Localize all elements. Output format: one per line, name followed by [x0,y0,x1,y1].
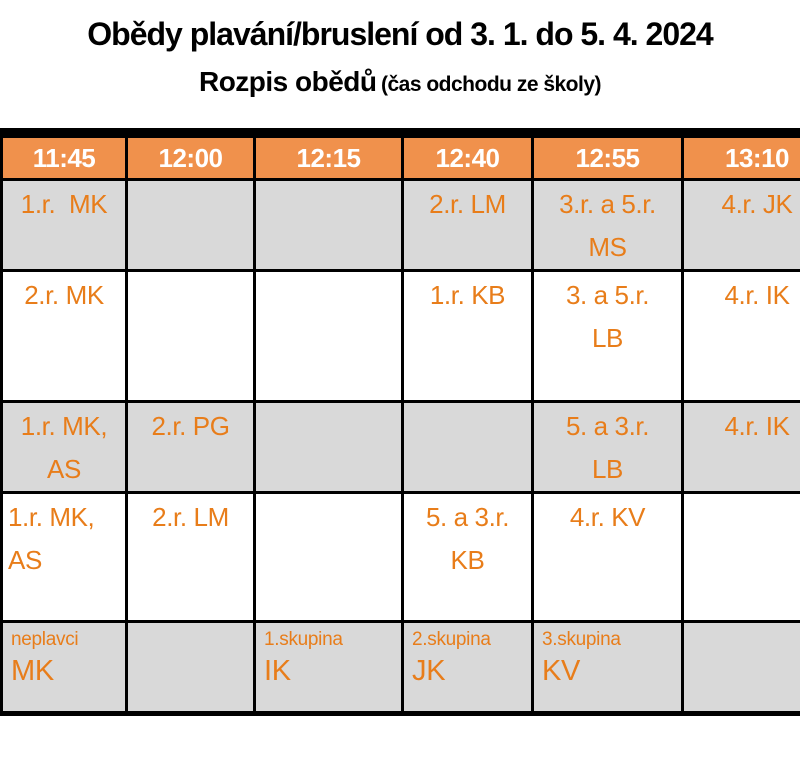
schedule-cell: 4.r. IK [681,268,800,403]
subtitle-main: Rozpis obědů [198,66,377,97]
group-cell [125,619,256,716]
schedule-cell: 5. a 3.r. LB [531,399,684,494]
schedule-cell: 3. a 5.r. LB [531,268,684,403]
schedule-row: 1.r. MK 2.r. LM 3.r. a 5.r. MS 4.r. JK [0,178,800,272]
schedule-cell: 1.r. MK, AS [0,399,128,494]
schedule-table-viewport: 11:45 12:00 12:15 12:40 12:55 13:10 1.r.… [0,128,800,716]
time-header-cell: 12:40 [401,135,534,181]
schedule-cell: 2.r. LM [125,490,256,623]
schedule-cell: 1.r. KB [401,268,534,403]
group-row: neplavci MK 1.skupina IK 2.skupina JK [0,619,800,716]
group-label: 3.skupina [542,628,621,650]
group-code: IK [264,654,291,687]
time-header-cell: 12:15 [253,135,404,181]
schedule-cell [253,178,404,272]
schedule-cell: 1.r. MK [0,178,128,272]
schedule-cell [401,399,534,494]
time-header-cell: 12:55 [531,135,684,181]
group-cell: 2.skupina JK [401,619,534,716]
schedule-cell: 5. a 3.r. KB [401,490,534,623]
time-header-cell: 11:45 [0,135,128,181]
schedule-cell [125,268,256,403]
group-label: 2.skupina [412,628,491,650]
group-cell: 3.skupina KV [531,619,684,716]
page-title: Obědy plavání/bruslení od 3. 1. do 5. 4.… [87,16,713,52]
schedule-row: 2.r. MK 1.r. KB 3. a 5.r. LB 4.r. IK [0,268,800,403]
schedule-cell [253,490,404,623]
schedule-cell: 4.r. JK [681,178,800,272]
group-cell: 1.skupina IK [253,619,404,716]
schedule-cell [681,490,800,623]
schedule-cell [253,399,404,494]
schedule-cell: 2.r. PG [125,399,256,494]
schedule-cell: 3.r. a 5.r. MS [531,178,684,272]
schedule-cell [125,178,256,272]
schedule-row: 1.r. MK, AS 2.r. LM 5. a 3.r. KB 4.r. KV [0,490,800,623]
group-cell: neplavci MK [0,619,128,716]
group-label: 1.skupina [264,628,343,650]
schedule-cell: 2.r. MK [0,268,128,403]
schedule-cell: 1.r. MK, AS [0,490,128,623]
time-header-cell: 12:00 [125,135,256,181]
schedule-cell: 2.r. LM [401,178,534,272]
group-cell [681,619,800,716]
time-header-cell: 13:10 [681,135,800,181]
group-code: KV [542,654,581,687]
group-code: JK [412,654,446,687]
group-label: neplavci [11,628,79,650]
schedule-row: 1.r. MK, AS 2.r. PG 5. a 3.r. LB 4.r. IK [0,399,800,494]
schedule-cell [253,268,404,403]
page-subtitle: Rozpis obědů (čas odchodu ze školy) [0,66,800,98]
schedule-cell: 4.r. KV [531,490,684,623]
subtitle-note: (čas odchodu ze školy) [380,73,602,96]
time-header-row: 11:45 12:00 12:15 12:40 12:55 13:10 [0,135,800,181]
schedule-cell: 4.r. IK [681,399,800,494]
group-code: MK [11,654,54,687]
schedule-table: 11:45 12:00 12:15 12:40 12:55 13:10 1.r.… [0,135,800,716]
